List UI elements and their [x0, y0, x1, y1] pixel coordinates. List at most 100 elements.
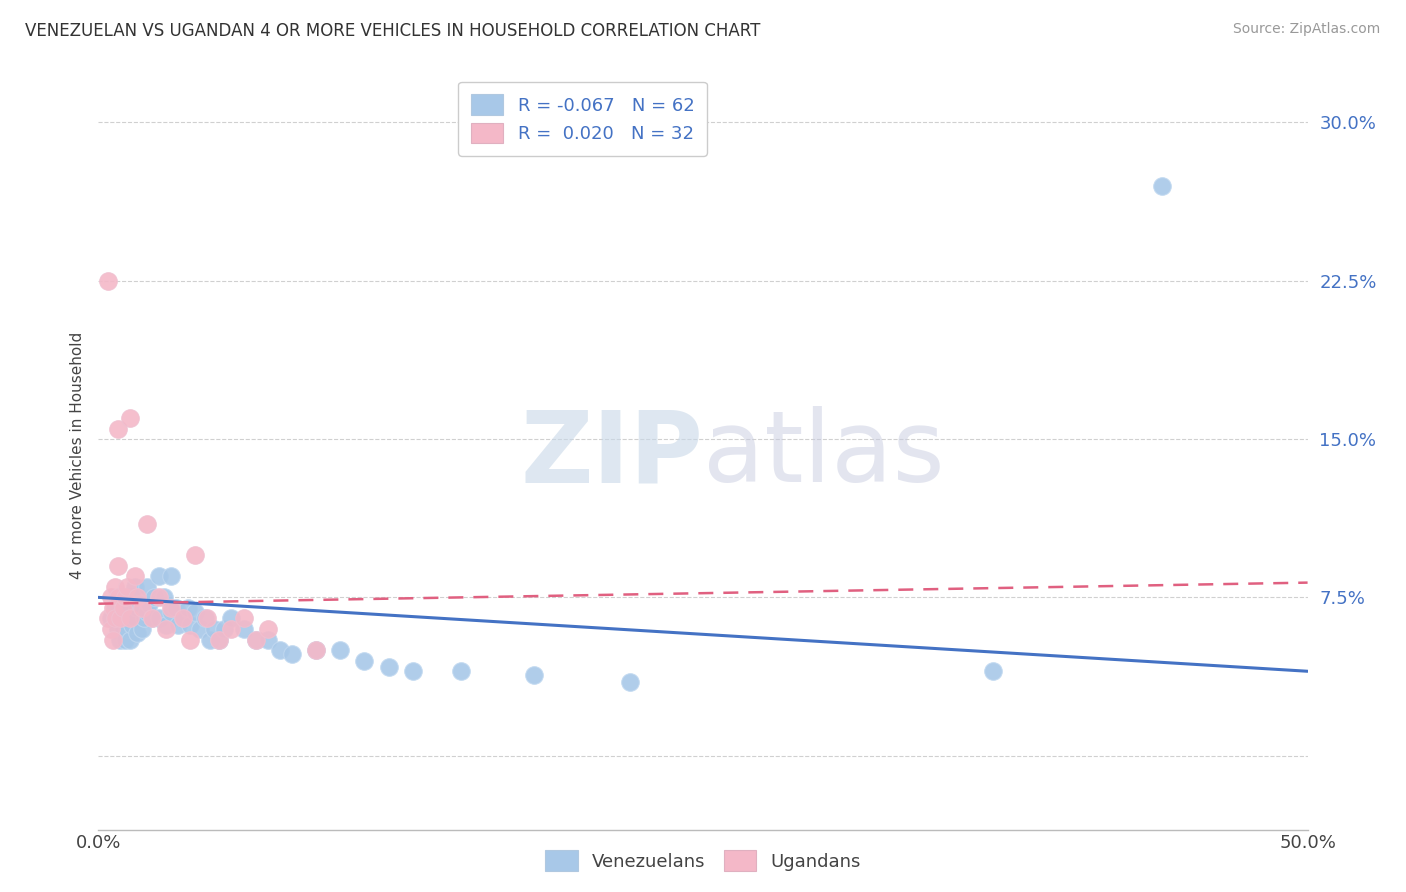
- Point: [121, 591, 143, 605]
- Point: [104, 611, 127, 625]
- Point: [172, 611, 194, 625]
- Point: [523, 668, 546, 682]
- Point: [256, 632, 278, 647]
- Point: [100, 611, 122, 625]
- Point: [143, 591, 166, 605]
- Point: [135, 516, 157, 531]
- Point: [131, 622, 153, 636]
- Text: Source: ZipAtlas.com: Source: ZipAtlas.com: [1233, 22, 1381, 37]
- Point: [281, 648, 304, 662]
- Legend: R = -0.067   N = 62, R =  0.020   N = 32: R = -0.067 N = 62, R = 0.020 N = 32: [458, 82, 707, 156]
- Point: [402, 665, 425, 679]
- Point: [179, 632, 201, 647]
- Point: [195, 611, 218, 625]
- Point: [108, 591, 131, 605]
- Point: [450, 665, 472, 679]
- Point: [107, 558, 129, 573]
- Point: [165, 601, 187, 615]
- Point: [108, 632, 131, 647]
- Point: [111, 622, 134, 636]
- Point: [124, 611, 146, 625]
- Point: [208, 632, 231, 647]
- Point: [1152, 178, 1174, 193]
- Text: ZIP: ZIP: [520, 407, 703, 503]
- Point: [177, 601, 200, 615]
- Point: [117, 580, 139, 594]
- Point: [131, 601, 153, 615]
- Point: [101, 632, 124, 647]
- Point: [232, 622, 254, 636]
- Point: [118, 611, 141, 625]
- Point: [179, 617, 201, 632]
- Point: [184, 548, 207, 562]
- Point: [117, 601, 139, 615]
- Point: [128, 597, 150, 611]
- Point: [148, 569, 170, 583]
- Point: [114, 591, 136, 605]
- Point: [204, 622, 226, 636]
- Point: [172, 611, 194, 625]
- Point: [118, 632, 141, 647]
- Point: [104, 601, 127, 615]
- Point: [184, 605, 207, 619]
- Point: [100, 591, 122, 605]
- Y-axis label: 4 or more Vehicles in Household: 4 or more Vehicles in Household: [69, 331, 84, 579]
- Point: [97, 274, 120, 288]
- Point: [221, 622, 243, 636]
- Point: [124, 580, 146, 594]
- Point: [127, 626, 149, 640]
- Point: [160, 605, 183, 619]
- Point: [208, 632, 231, 647]
- Point: [305, 643, 328, 657]
- Point: [256, 622, 278, 636]
- Point: [305, 643, 328, 657]
- Point: [107, 421, 129, 435]
- Point: [111, 601, 134, 615]
- Point: [107, 622, 129, 636]
- Point: [160, 601, 183, 615]
- Point: [134, 611, 156, 625]
- Point: [188, 622, 211, 636]
- Point: [160, 569, 183, 583]
- Point: [100, 622, 122, 636]
- Point: [194, 611, 217, 625]
- Point: [212, 622, 235, 636]
- Point: [114, 611, 136, 625]
- Point: [135, 580, 157, 594]
- Point: [155, 622, 177, 636]
- Point: [111, 601, 134, 615]
- Point: [245, 632, 267, 647]
- Point: [377, 660, 399, 674]
- Point: [104, 580, 127, 594]
- Point: [329, 643, 352, 657]
- Point: [107, 591, 129, 605]
- Point: [981, 665, 1004, 679]
- Point: [114, 632, 136, 647]
- Point: [353, 654, 375, 668]
- Point: [121, 617, 143, 632]
- Point: [148, 591, 170, 605]
- Point: [141, 611, 163, 625]
- Point: [141, 611, 163, 625]
- Point: [221, 611, 243, 625]
- Point: [245, 632, 267, 647]
- Point: [97, 611, 120, 625]
- Point: [118, 411, 141, 425]
- Point: [101, 601, 124, 615]
- Point: [167, 617, 190, 632]
- Point: [138, 597, 160, 611]
- Text: VENEZUELAN VS UGANDAN 4 OR MORE VEHICLES IN HOUSEHOLD CORRELATION CHART: VENEZUELAN VS UGANDAN 4 OR MORE VEHICLES…: [25, 22, 761, 40]
- Point: [232, 611, 254, 625]
- Point: [148, 611, 170, 625]
- Point: [155, 617, 177, 632]
- Point: [124, 569, 146, 583]
- Point: [152, 591, 174, 605]
- Point: [269, 643, 291, 657]
- Point: [127, 601, 149, 615]
- Legend: Venezuelans, Ugandans: Venezuelans, Ugandans: [538, 843, 868, 879]
- Point: [198, 632, 221, 647]
- Text: atlas: atlas: [703, 407, 945, 503]
- Point: [108, 611, 131, 625]
- Point: [619, 674, 641, 689]
- Point: [131, 601, 153, 615]
